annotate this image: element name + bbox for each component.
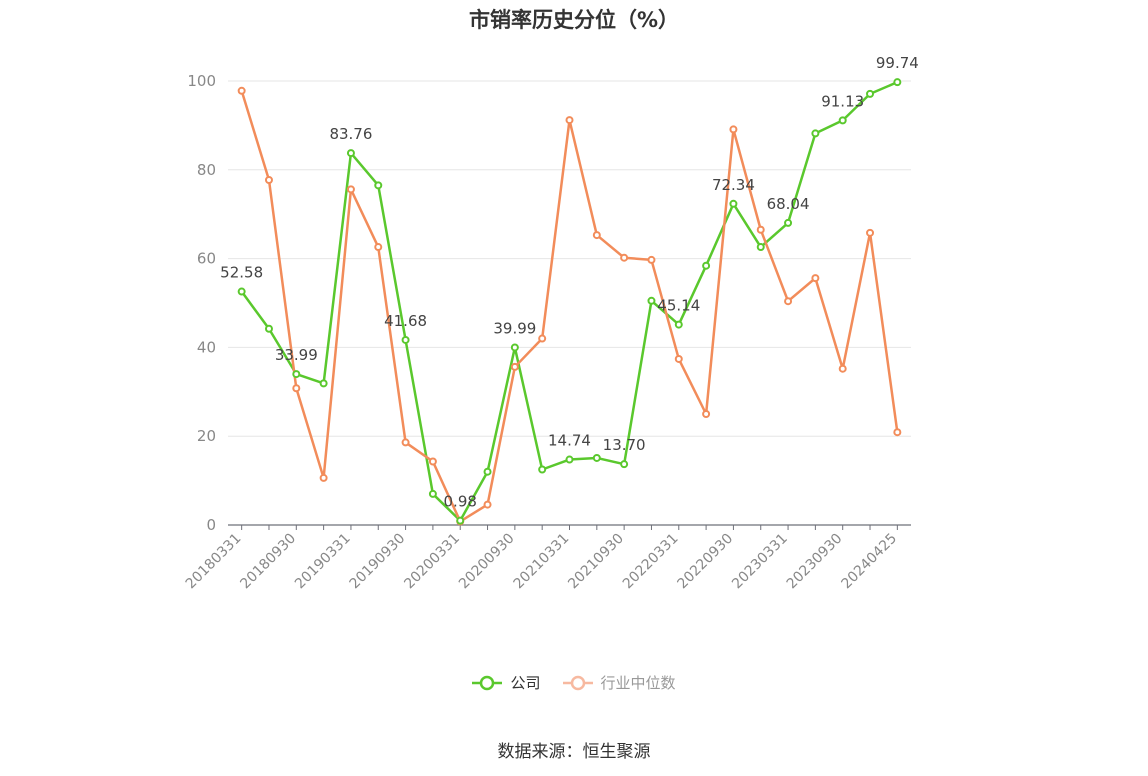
data-point-1 [483,500,492,509]
data-point-1 [401,438,410,447]
axes: 0 20 40 60 80 100 2018033120180930201903312019… [183,72,911,592]
x-tick-label: 20200930 [456,531,518,593]
data-point-1 [346,185,355,194]
data-point-0 [620,460,629,469]
x-tick-label: 20220331 [620,531,682,593]
y-tick-label: 100 [187,72,216,90]
data-point-0 [538,465,547,474]
y-tick-label: 0 [206,516,216,534]
data-point-1 [702,410,711,418]
x-tick-label: 20220930 [675,531,737,593]
data-point-1 [866,228,875,237]
data-label: 45.14 [657,297,700,315]
data-point-0 [784,218,793,227]
x-tick-label: 20230331 [729,531,791,593]
data-point-0 [264,324,273,333]
data-point-0 [893,78,902,87]
x-tick-label: 20190930 [347,531,409,593]
data-point-0 [401,335,410,344]
grid-lines [228,80,911,437]
data-point-0 [647,296,656,305]
x-tick-label: 20180930 [237,531,299,593]
data-point-1 [838,364,847,373]
x-tick-label: 20190331 [292,531,354,593]
data-point-1 [620,253,629,262]
data-point-1 [674,354,683,363]
legend-label-company: 公司 [510,674,541,692]
data-label: 52.58 [220,264,263,282]
data-point-0 [510,343,519,352]
data-point-0 [729,199,738,208]
data-labels: 52.58 33.99 83.76 41.68 0.98 39.99 14.74 13.70 4… [220,54,919,510]
data-label: 0.98 [444,493,477,511]
data-point-0 [866,89,875,98]
data-point-0 [346,149,355,158]
data-point-1 [592,231,601,240]
y-tick-label: 60 [197,250,216,268]
data-point-1 [811,274,820,283]
data-point-1 [292,384,301,393]
data-point-0 [811,129,820,138]
data-point-0 [319,379,328,388]
data-point-1 [647,255,656,264]
data-point-1 [510,362,519,371]
data-point-1 [784,297,793,306]
x-tick-label: 20240425 [838,531,900,593]
data-point-0 [702,261,711,270]
data-label: 68.04 [767,195,810,213]
data-label: 83.76 [329,125,372,143]
data-label: 72.34 [712,176,755,194]
data-point-0 [374,181,383,190]
data-point-1 [538,334,547,343]
data-point-1 [756,225,765,234]
data-point-0 [483,467,492,476]
data-label: 13.70 [603,436,646,454]
legend-label-industry-median: 行业中位数 [600,674,676,692]
data-point-0 [756,243,765,252]
data-point-0 [456,516,465,525]
x-tick-label: 20210331 [511,531,573,593]
data-point-1 [729,125,738,134]
x-tick-label: 20210930 [565,531,627,593]
data-source: 数据来源：恒生聚源 [497,742,651,762]
x-tick-label: 20230930 [784,531,846,593]
data-point-1 [374,243,383,252]
legend-item-company[interactable]: 公司 [472,672,541,693]
x-tick-label: 20180331 [183,531,245,593]
legend-marker-industry-icon [562,675,593,690]
data-label: 14.74 [548,432,591,450]
data-point-1 [237,86,246,95]
data-point-0 [838,116,847,125]
data-point-0 [428,489,437,498]
data-label: 41.68 [384,312,427,330]
y-tick-label: 80 [197,161,216,179]
data-point-1 [428,457,437,466]
data-point-0 [292,370,301,379]
series-lines [237,78,902,526]
data-label: 99.74 [876,54,919,72]
x-tick-label: 20200331 [401,531,463,593]
data-label: 33.99 [275,346,318,364]
data-point-1 [893,428,902,437]
data-point-1 [565,116,574,125]
legend-item-industry-median[interactable]: 行业中位数 [562,672,676,693]
legend-marker-company-icon [472,675,503,690]
data-point-1 [264,176,273,185]
data-label: 91.13 [821,92,864,110]
data-point-0 [237,287,246,296]
data-label: 39.99 [493,319,536,337]
data-point-0 [674,320,683,329]
chart-title: 市销率历史分位（%） [468,8,680,32]
data-point-1 [319,473,328,482]
y-tick-label: 20 [197,427,216,445]
legend: 公司 行业中位数 [0,672,1148,693]
line-chart: 0 20 40 60 80 100 2018033120180930201903312019… [183,54,919,592]
data-point-0 [565,455,574,464]
data-point-0 [592,453,601,462]
y-tick-label: 40 [197,338,216,356]
